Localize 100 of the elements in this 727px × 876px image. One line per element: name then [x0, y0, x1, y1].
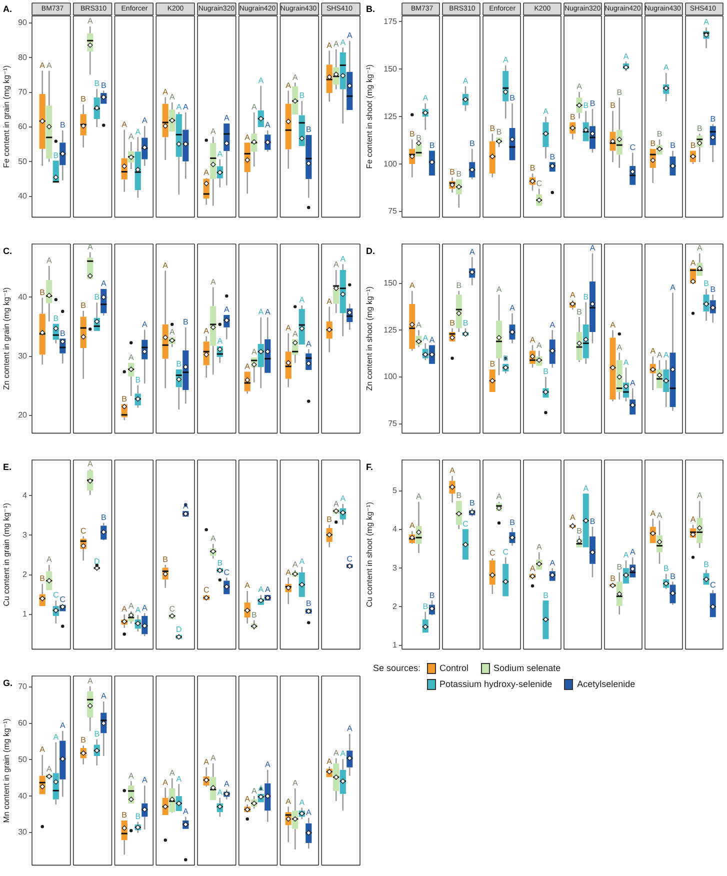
text: A — [496, 492, 502, 501]
y-tick-label: 125 — [384, 325, 398, 334]
text: A — [40, 61, 46, 70]
text: B — [162, 555, 168, 564]
text: A — [210, 126, 216, 136]
text: A — [100, 279, 106, 288]
text: B — [217, 558, 223, 568]
text: B — [670, 572, 676, 581]
text: B — [710, 114, 716, 124]
text: A — [204, 168, 210, 178]
text: A — [650, 346, 656, 356]
text: A — [162, 260, 168, 270]
chart-title: E. — [3, 462, 12, 472]
text: A — [128, 132, 134, 142]
y-tick-label: 3 — [392, 563, 398, 572]
chart-title: C. — [3, 246, 12, 256]
text: A — [169, 92, 175, 102]
text: B — [80, 736, 86, 745]
text: B — [450, 168, 455, 177]
y-tick-label: 150 — [384, 278, 398, 288]
text: A — [210, 534, 216, 544]
text: A — [623, 52, 629, 61]
text: A — [340, 494, 346, 504]
text: B — [456, 491, 462, 500]
text: B — [496, 128, 502, 137]
text: A — [590, 244, 596, 253]
text: A — [169, 768, 175, 778]
text: C — [80, 526, 86, 536]
text: A — [53, 732, 59, 742]
text: A — [663, 63, 669, 72]
text: A — [87, 242, 93, 252]
text: A — [340, 254, 346, 264]
text: C — [60, 595, 66, 604]
text: A — [292, 778, 298, 788]
text: B — [94, 730, 100, 739]
text: B — [60, 328, 66, 338]
text: A — [182, 501, 188, 510]
text: C — [346, 554, 353, 564]
text: A — [510, 304, 515, 313]
text: B — [456, 281, 462, 290]
text: A — [340, 749, 346, 758]
text: A — [550, 320, 556, 330]
text: B — [251, 610, 257, 620]
y-tick-label: 30 — [18, 828, 28, 837]
y-tick-label: 40 — [18, 192, 28, 201]
text: B — [429, 140, 435, 150]
text: A — [583, 484, 589, 493]
text: A — [142, 776, 148, 785]
text: A — [162, 778, 168, 787]
text: A — [204, 758, 210, 767]
text: B — [704, 560, 709, 569]
text: A — [135, 127, 141, 136]
text: B — [543, 367, 548, 376]
y-tick-label: 1 — [22, 610, 28, 619]
text: A — [286, 80, 292, 90]
y-axis-title: Cu content in shoot (mg kg⁻¹) — [365, 502, 374, 608]
y-tick-label: 90 — [18, 18, 28, 28]
text: B — [469, 139, 475, 148]
y-tick-label: 1 — [392, 640, 398, 650]
text: A — [46, 764, 52, 774]
legend-title: Se sources: — [373, 662, 421, 675]
text: A — [258, 585, 264, 594]
chart-title: B. — [366, 4, 375, 14]
y-tick-label: 150 — [384, 64, 398, 74]
text: A — [650, 508, 656, 518]
text: B — [326, 515, 332, 524]
legend-label: Potassium hydroxy-selenide — [440, 679, 552, 689]
legend-label: Control — [440, 663, 469, 673]
text: B — [570, 112, 576, 122]
y-tick-label: 70 — [18, 682, 28, 692]
text: A — [306, 339, 312, 348]
text: B — [450, 318, 455, 328]
text: A — [162, 87, 168, 96]
legend-label: Acetylselenide — [577, 679, 636, 689]
text: A — [326, 756, 332, 766]
text: A — [696, 244, 702, 253]
y-tick-label: 100 — [384, 372, 398, 382]
y-tick-label: 2 — [22, 570, 28, 579]
text: C — [52, 590, 59, 600]
text: A — [182, 102, 188, 112]
text: A — [264, 120, 270, 130]
y-tick-label: 3 — [22, 530, 28, 540]
text: B — [135, 812, 141, 822]
text: B — [670, 140, 676, 150]
text: D — [94, 557, 100, 566]
text: A — [210, 277, 216, 286]
text: B — [422, 602, 428, 611]
text: A — [340, 38, 346, 47]
text: A — [623, 550, 629, 560]
y-tick-label: 60 — [18, 122, 28, 132]
text: A — [299, 557, 305, 566]
y-tick-label: 2 — [392, 602, 398, 611]
text: D — [176, 625, 182, 634]
text: B — [650, 139, 656, 148]
text: B — [704, 279, 709, 288]
text: A — [346, 31, 352, 40]
text: A — [333, 748, 339, 758]
text: A — [292, 72, 298, 82]
text: B — [100, 80, 106, 90]
text: A — [416, 492, 422, 501]
